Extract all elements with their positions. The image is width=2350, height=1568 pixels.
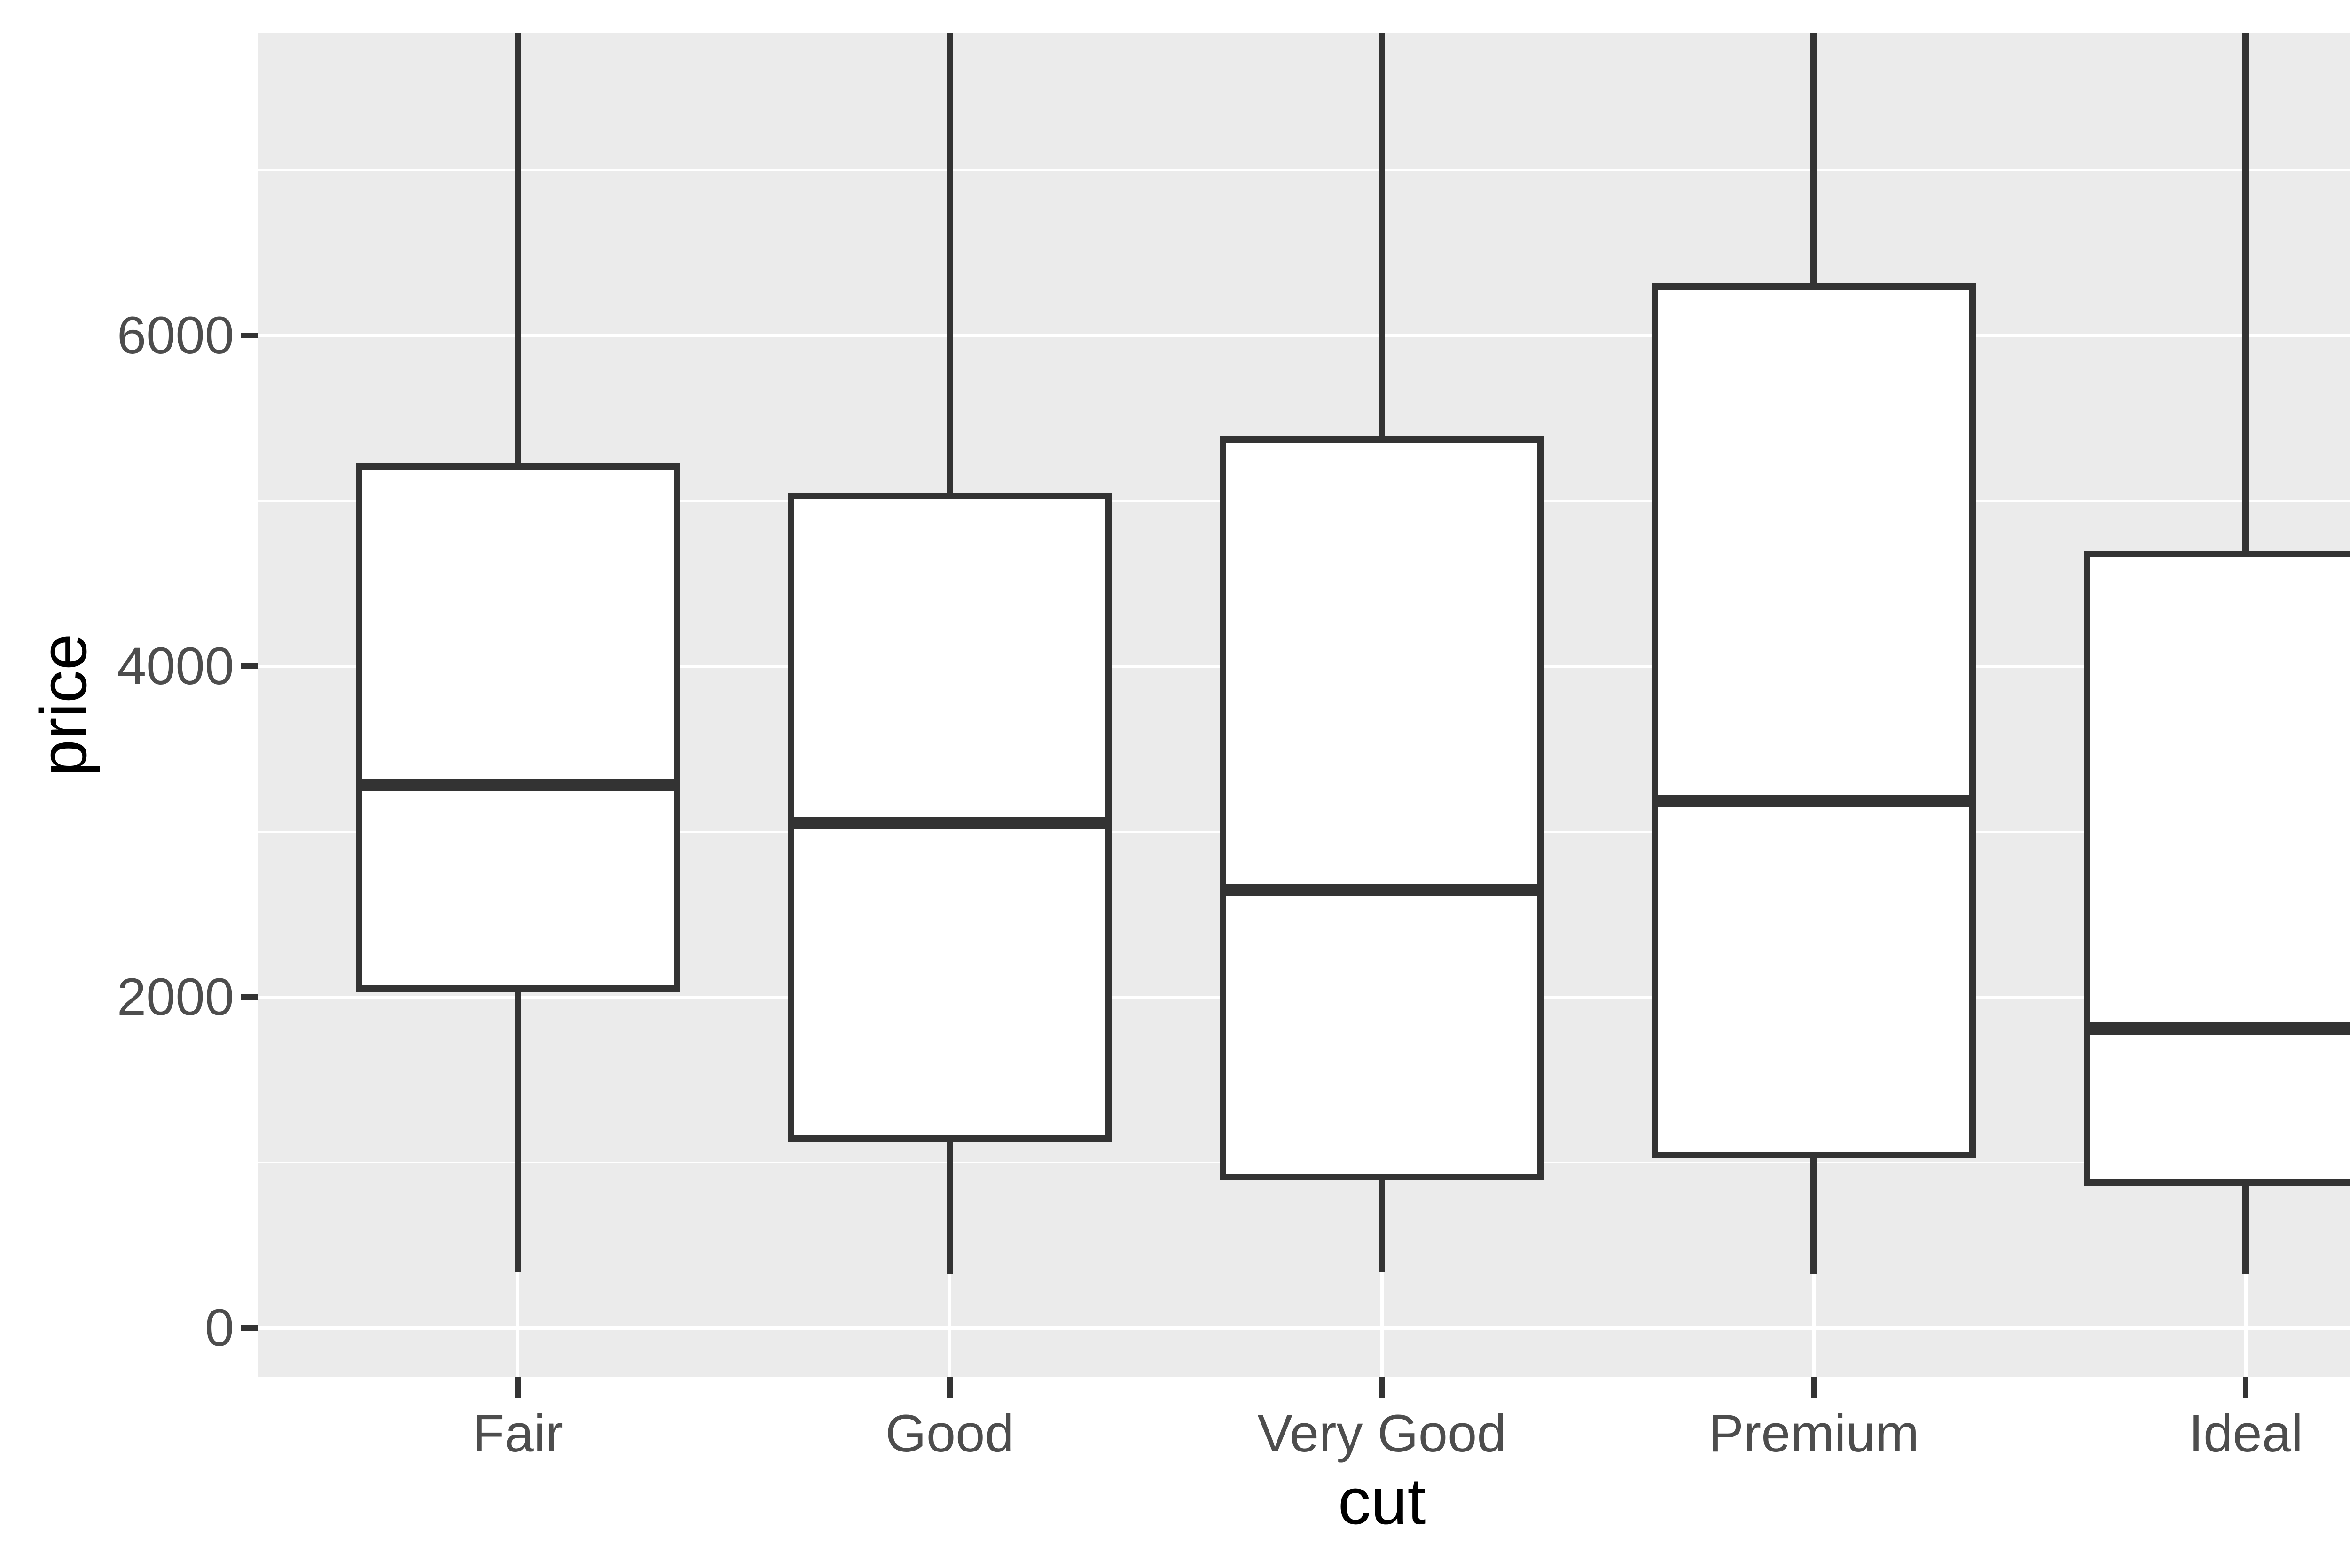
median-fair — [362, 779, 674, 791]
x-axis-tick — [1379, 1377, 1385, 1398]
lower-whisker-fair — [514, 989, 521, 1272]
y-axis-tick — [241, 663, 258, 669]
y-tick-label: 4000 — [117, 637, 234, 695]
y-axis-title: price — [26, 633, 100, 776]
upper-whisker-ideal — [2242, 33, 2249, 554]
lower-whisker-good — [946, 1138, 953, 1274]
y-axis-tick — [241, 1325, 258, 1331]
x-axis-tick — [2243, 1377, 2249, 1398]
y-tick-label: 6000 — [117, 306, 234, 365]
median-premium — [1658, 795, 1970, 807]
upper-whisker-premium — [1810, 33, 1817, 287]
y-tick-label: 2000 — [117, 967, 234, 1026]
x-tick-label-good: Good — [885, 1404, 1014, 1463]
upper-whisker-good — [946, 33, 953, 497]
x-tick-label-fair: Fair — [472, 1404, 563, 1463]
upper-whisker-fair — [514, 33, 521, 467]
box-fair — [355, 463, 680, 992]
box-premium — [1652, 283, 1976, 1158]
x-axis-tick — [515, 1377, 521, 1398]
plot-panel — [258, 33, 2350, 1377]
x-tick-label-very-good: Very Good — [1257, 1404, 1506, 1463]
x-axis-tick — [947, 1377, 953, 1398]
y-axis-tick — [241, 994, 258, 1000]
median-good — [794, 817, 1105, 830]
x-axis-title: cut — [1338, 1464, 1426, 1538]
y-gridline-minor — [258, 169, 2350, 171]
x-tick-label-ideal: Ideal — [2189, 1404, 2303, 1463]
x-tick-label-premium: Premium — [1708, 1404, 1919, 1463]
y-axis-tick — [241, 333, 258, 338]
lower-whisker-very-good — [1379, 1177, 1385, 1272]
median-ideal — [2090, 1022, 2350, 1035]
y-tick-label: 0 — [204, 1298, 234, 1357]
median-very-good — [1226, 883, 1537, 896]
y-gridline-major — [258, 334, 2350, 337]
y-gridline-major — [258, 1326, 2350, 1330]
box-very-good — [1220, 436, 1544, 1180]
box-ideal — [2084, 550, 2350, 1186]
x-axis-tick — [1811, 1377, 1817, 1398]
lower-whisker-ideal — [2242, 1182, 2249, 1274]
lower-whisker-premium — [1810, 1155, 1817, 1274]
upper-whisker-very-good — [1379, 33, 1385, 439]
